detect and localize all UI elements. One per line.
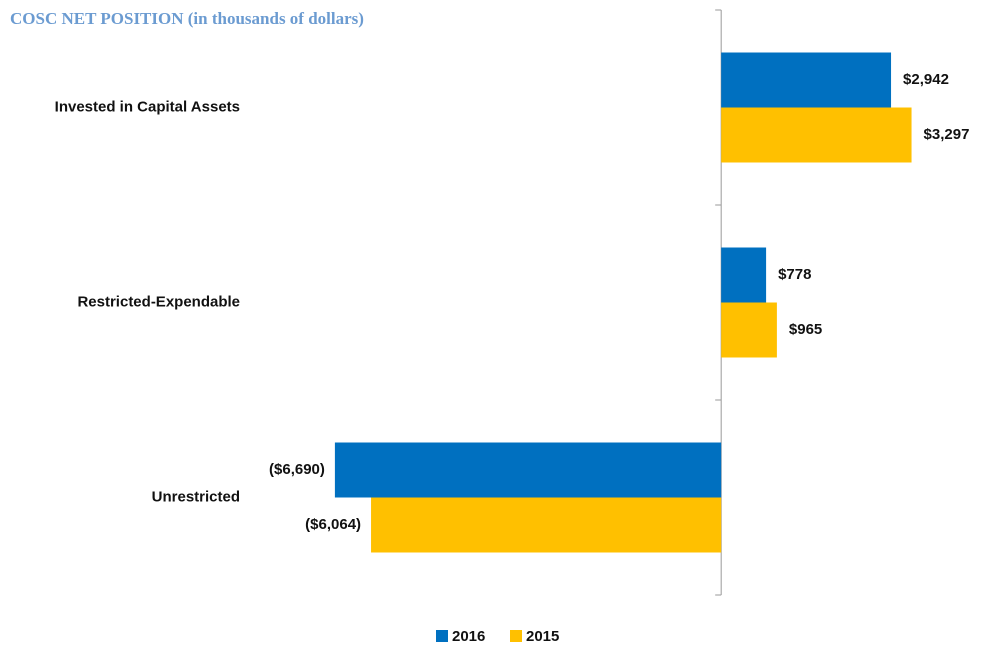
bar — [371, 497, 722, 553]
legend-swatch — [510, 630, 522, 642]
legend-swatch — [436, 630, 448, 642]
value-label: $965 — [789, 321, 822, 338]
bar — [721, 302, 777, 358]
category-label: Restricted-Expendable — [77, 293, 240, 310]
value-label: ($6,690) — [269, 461, 325, 478]
bar — [721, 107, 912, 163]
bar — [721, 247, 767, 303]
category-label: Unrestricted — [152, 488, 240, 505]
value-label: $2,942 — [903, 71, 949, 88]
category-label: Invested in Capital Assets — [55, 98, 240, 115]
value-label: $3,297 — [924, 126, 970, 143]
bar — [721, 52, 892, 108]
bar — [334, 442, 722, 498]
value-label: ($6,064) — [305, 516, 361, 533]
legend-label: 2016 — [452, 628, 485, 645]
value-label: $778 — [778, 266, 811, 283]
legend-label: 2015 — [526, 628, 559, 645]
chart-title: COSC NET POSITION (in thousands of dolla… — [10, 9, 364, 28]
